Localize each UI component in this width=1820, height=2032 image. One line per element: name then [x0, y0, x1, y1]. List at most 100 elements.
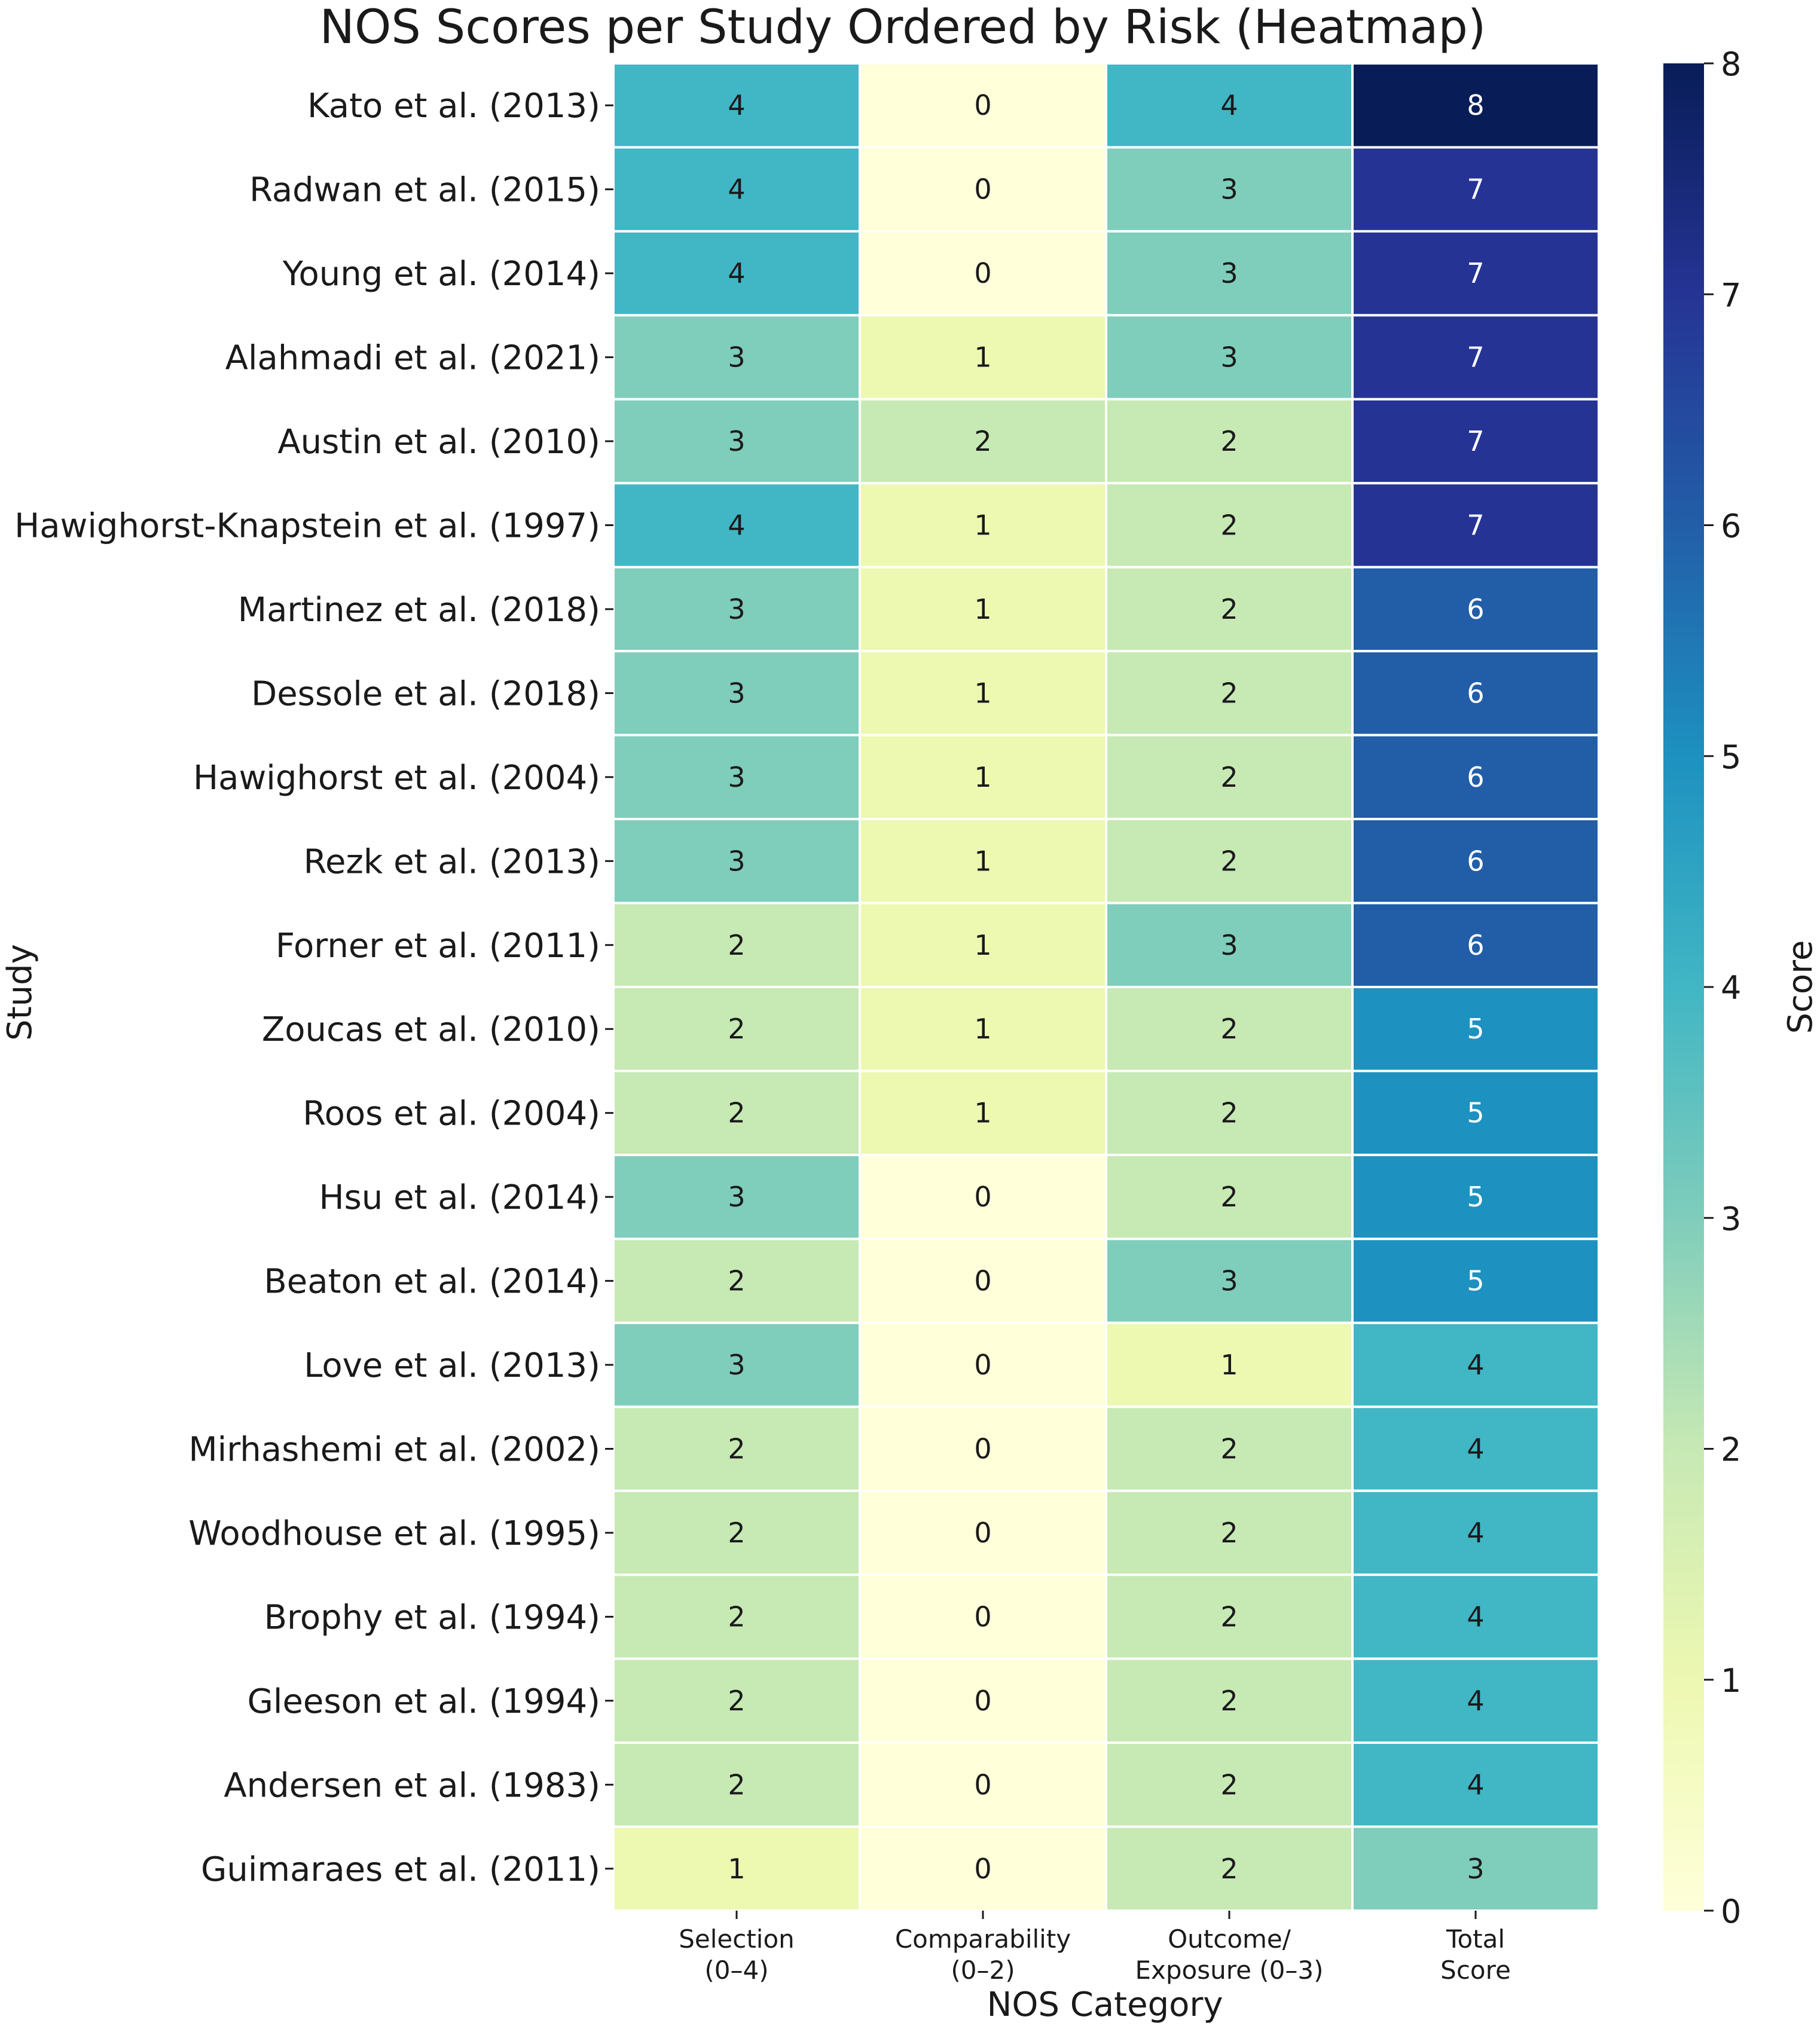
column-label-line2: Exposure (0–3) — [1135, 1955, 1324, 1985]
heatmap-cell — [612, 1321, 861, 1408]
cell-value-label: 1 — [728, 1853, 745, 1885]
cell-value-label: 6 — [1467, 929, 1484, 961]
cell-value-label: 3 — [728, 341, 745, 374]
cell-value-label: 0 — [974, 1265, 991, 1297]
cell-value-label: 3 — [728, 593, 745, 625]
heatmap-cell — [859, 482, 1107, 569]
cell-value-label: 1 — [974, 341, 991, 374]
cell-value-label: 2 — [728, 1433, 745, 1465]
cell-value-label: 4 — [728, 89, 745, 121]
cell-value-label: 0 — [974, 1600, 991, 1633]
cell-value-label: 5 — [1467, 1181, 1484, 1213]
x-axis-label: NOS Category — [987, 1985, 1223, 2024]
cell-value-label: 2 — [1220, 1853, 1238, 1885]
cell-value-label: 0 — [974, 1433, 991, 1465]
heatmap-cell — [1351, 1741, 1600, 1828]
cell-value-label: 4 — [728, 173, 745, 206]
heatmap-cell — [1105, 1405, 1354, 1492]
heatmap-cell — [1105, 818, 1354, 905]
heatmap-cell — [1351, 818, 1600, 905]
colorbar-tick-label: 3 — [1721, 1200, 1741, 1237]
row-label: Beaton et al. (2014) — [264, 1263, 600, 1301]
row-label: Gleeson et al. (1994) — [248, 1682, 601, 1721]
row-label: Forner et al. (2011) — [276, 927, 600, 965]
row-label: Love et al. (2013) — [304, 1346, 600, 1385]
column-label-line1: Selection — [679, 1924, 795, 1954]
chart-title: NOS Scores per Study Ordered by Risk (He… — [320, 1, 1486, 54]
heatmap-cell — [1105, 398, 1354, 485]
heatmap-cell — [1105, 1741, 1354, 1828]
cell-value-label: 0 — [974, 1768, 991, 1801]
colorbar-ticks: 0 1 2 3 4 5 6 7 8 — [1704, 45, 1741, 1930]
cell-value-label: 2 — [728, 1097, 745, 1129]
cell-value-label: 4 — [1467, 1517, 1484, 1549]
heatmap-cell — [859, 902, 1107, 988]
heatmap-cell — [1351, 62, 1600, 149]
colorbar-tick-label: 0 — [1721, 1893, 1741, 1930]
row-label: Alahmadi et al. (2021) — [225, 339, 600, 378]
column-label-line1: Comparability — [895, 1924, 1071, 1954]
heatmap-cell — [859, 1070, 1107, 1156]
cell-value-label: 2 — [1220, 1517, 1238, 1549]
colorbar-tick-label: 7 — [1721, 276, 1741, 314]
heatmap-cell — [1351, 146, 1600, 233]
heatmap-cell — [1351, 986, 1600, 1072]
colorbar-tick-label: 1 — [1721, 1662, 1741, 1700]
cell-value-label: 0 — [974, 1349, 991, 1381]
colorbar: 0 1 2 3 4 5 6 7 8 Score — [1663, 45, 1820, 1930]
cell-value-label: 3 — [1220, 1265, 1238, 1297]
row-label: Kato et al. (2013) — [307, 87, 600, 126]
row-label: Woodhouse et al. (1995) — [188, 1514, 600, 1553]
heatmap-cell — [612, 818, 861, 905]
heatmap-cell — [859, 1573, 1107, 1660]
cell-value-label: 0 — [974, 1685, 991, 1717]
column-label-line1: Total — [1446, 1924, 1505, 1954]
cell-value-label: 1 — [974, 1013, 991, 1045]
cell-value-label: 4 — [1467, 1600, 1484, 1633]
row-label: Rezk et al. (2013) — [304, 842, 600, 881]
colorbar-tick-label: 6 — [1721, 508, 1741, 545]
heatmap-cell — [1351, 734, 1600, 821]
heatmap-cell — [1351, 482, 1600, 569]
heatmap-cell — [859, 314, 1107, 401]
heatmap-cell — [1105, 650, 1354, 737]
heatmap-cell — [612, 650, 861, 737]
cell-value-label: 3 — [1220, 341, 1238, 374]
heatmap-cell — [612, 1825, 861, 1912]
cell-value-label: 7 — [1467, 425, 1484, 457]
cell-value-label: 2 — [1220, 1013, 1238, 1045]
cell-value-label: 2 — [1220, 1685, 1238, 1717]
cell-value-label: 7 — [1467, 257, 1484, 289]
cell-value-label: 2 — [728, 1013, 745, 1045]
cell-value-label: 4 — [1467, 1349, 1484, 1381]
row-label: Hsu et al. (2014) — [319, 1178, 600, 1217]
cell-value-label: 1 — [974, 1097, 991, 1129]
heatmap-cell — [1105, 1657, 1354, 1744]
heatmap-cell — [859, 986, 1107, 1072]
row-label: Brophy et al. (1994) — [264, 1598, 600, 1637]
cell-value-label: 3 — [728, 677, 745, 709]
row-labels: Kato et al. (2013) Radwan et al. (2015) Yo… — [14, 87, 613, 1889]
cell-value-label: 0 — [974, 1853, 991, 1885]
heatmap-cell — [612, 62, 861, 149]
cell-value-label: 3 — [1220, 257, 1238, 289]
heatmap-cell — [1351, 314, 1600, 401]
cell-value-label: 5 — [1467, 1013, 1484, 1045]
cell-value-label: 7 — [1467, 509, 1484, 542]
heatmap-cell — [859, 1741, 1107, 1828]
heatmap-cell — [1105, 902, 1354, 988]
cell-value-label: 2 — [728, 1600, 745, 1633]
heatmap-cell-labels: 4 0 4 8 4 0 3 7 4 0 3 7 3 1 3 7 3 2 2 7 4 1 2 7 3 1 2 6 3 1 2 6 3 1 2 6 3 1 2 6… — [728, 89, 1484, 1885]
cell-value-label: 2 — [1220, 593, 1238, 625]
column-label-line2: (0–4) — [704, 1955, 768, 1985]
heatmap-cell — [1105, 566, 1354, 653]
cell-value-label: 6 — [1467, 845, 1484, 877]
heatmap-cell — [1105, 482, 1354, 569]
cell-value-label: 6 — [1467, 677, 1484, 709]
cell-value-label: 6 — [1467, 593, 1484, 625]
cell-value-label: 3 — [728, 1181, 745, 1213]
heatmap-cell — [859, 1657, 1107, 1744]
cell-value-label: 3 — [728, 425, 745, 457]
colorbar-tick-label: 4 — [1721, 969, 1741, 1007]
cell-value-label: 8 — [1467, 89, 1484, 121]
